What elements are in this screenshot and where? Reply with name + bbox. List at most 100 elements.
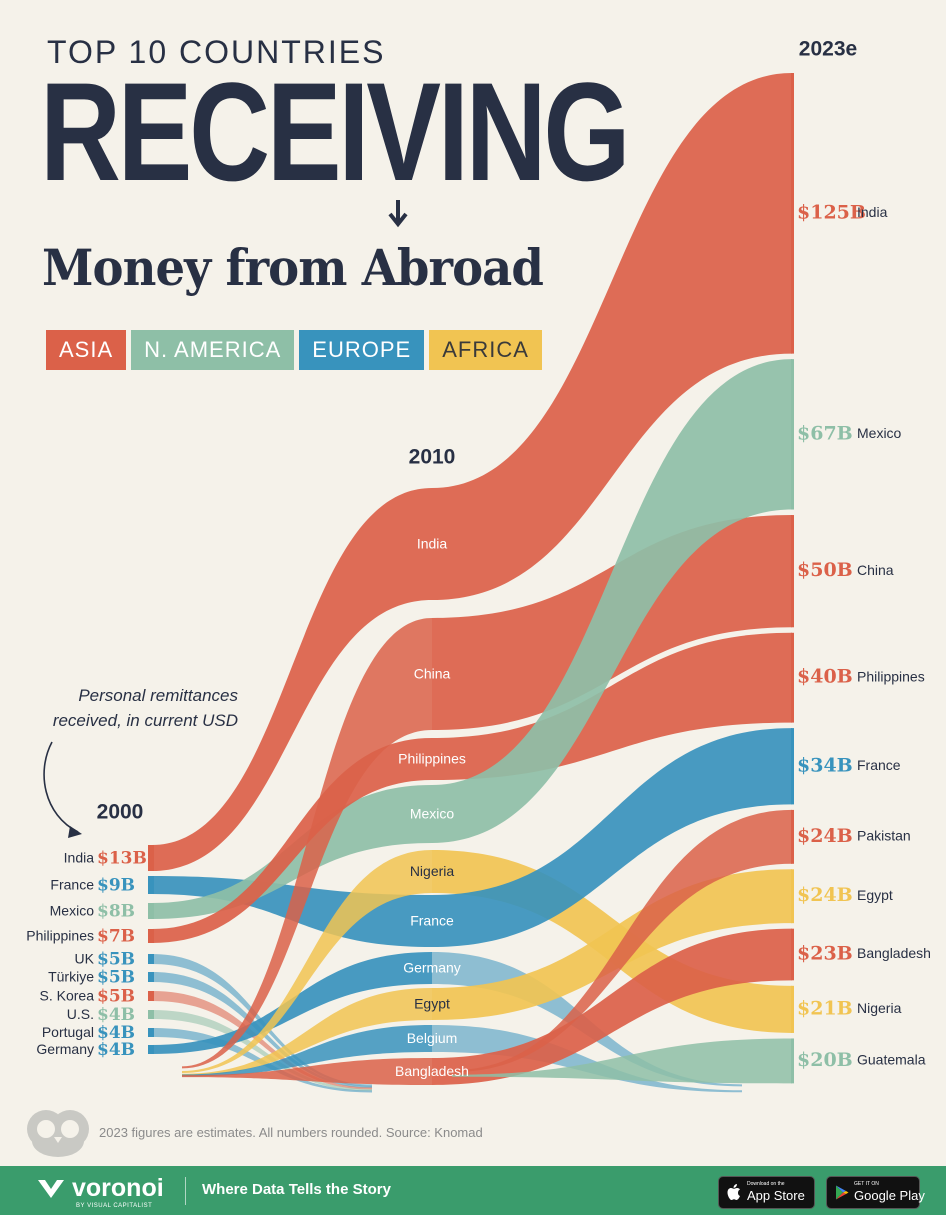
flow-2010-2023e-india xyxy=(432,73,792,600)
year-label-2010: 2010 xyxy=(409,446,456,469)
google-play-big: Google Play xyxy=(854,1188,925,1203)
value-2000-india: $13B xyxy=(97,849,147,869)
country-2000-philippines: Philippines xyxy=(26,928,94,944)
country-2023e-india: India xyxy=(857,204,888,220)
annotation-arrowhead xyxy=(68,826,82,838)
country-2010-mexico: Mexico xyxy=(410,806,455,822)
bar-2023e-philippines xyxy=(791,632,794,723)
subhead-title: Money from Abroad xyxy=(42,238,544,297)
bar-2023e-bangladesh xyxy=(791,928,794,981)
apple-icon xyxy=(727,1184,740,1200)
footer-divider xyxy=(185,1177,186,1205)
bar-2023e-mexico xyxy=(791,359,794,510)
headline-down-arrow-icon xyxy=(388,200,408,228)
units-annotation: Personal remittances received, in curren… xyxy=(52,683,238,733)
google-play-icon xyxy=(836,1185,849,1200)
value-2023e-china: $50B xyxy=(797,559,853,581)
kicker-title: TOP 10 COUNTRIES xyxy=(47,34,386,70)
units-annotation-line2: received, in current USD xyxy=(52,711,238,730)
flow-2010-2023e-mexico xyxy=(432,359,792,843)
country-2023e-france: France xyxy=(857,757,901,773)
footer-tagline: Where Data Tells the Story xyxy=(202,1181,391,1198)
units-annotation-line1: Personal remittances xyxy=(78,686,238,705)
flow-2000-2010-philippines xyxy=(152,738,432,943)
value-2023e-bangladesh: $23B xyxy=(797,942,853,964)
bar-2023e-france xyxy=(791,728,794,805)
bar-2000-germany xyxy=(148,1045,154,1054)
value-2023e-guatemala: $20B xyxy=(797,1049,853,1071)
region-legend: ASIA N. AMERICA EUROPE AFRICA xyxy=(46,330,542,370)
country-2010-china: China xyxy=(414,666,451,682)
flow-2000-2010-india xyxy=(152,488,432,871)
legend-asia: ASIA xyxy=(46,330,127,370)
brand-subline: BY VISUAL CAPITALIST xyxy=(76,1203,153,1209)
flow-2000-2010-egypt xyxy=(182,988,432,1076)
flow-2000-2010-u-s xyxy=(152,1010,372,1091)
country-2023e-egypt: Egypt xyxy=(857,887,893,903)
flow-2000-2010-belgium xyxy=(182,1025,432,1077)
country-2000-t-rkiye: Türkiye xyxy=(48,969,94,985)
value-2000-u-s: $4B xyxy=(97,1005,135,1025)
value-2000-france: $9B xyxy=(97,876,135,896)
country-2023e-china: China xyxy=(857,562,894,578)
bar-2023e-pakistan xyxy=(791,809,794,864)
country-2010-germany: Germany xyxy=(403,960,461,976)
country-2000-germany: Germany xyxy=(36,1041,94,1057)
country-2023e-mexico: Mexico xyxy=(857,425,902,441)
annotation-arrow xyxy=(43,741,79,833)
country-2010-nigeria: Nigeria xyxy=(410,863,455,879)
country-2000-france: France xyxy=(50,877,94,893)
country-2023e-pakistan: Pakistan xyxy=(857,828,911,844)
flow-2000-2010-s-korea xyxy=(152,991,372,1090)
bar-2023e-guatemala xyxy=(791,1038,794,1084)
country-2010-philippines: Philippines xyxy=(398,751,466,767)
flow-2010-2023e-guatemala xyxy=(452,1038,792,1084)
voronoi-logo-icon xyxy=(38,1180,64,1198)
value-2023e-india: $125B xyxy=(797,201,866,223)
footer-bar: voronoi BY VISUAL CAPITALIST Where Data … xyxy=(0,1166,946,1215)
bar-2000-portugal xyxy=(148,1028,154,1037)
country-2010-egypt: Egypt xyxy=(414,996,450,1012)
country-2023e-nigeria: Nigeria xyxy=(857,1000,902,1016)
value-2023e-france: $34B xyxy=(797,754,853,776)
headline-title: RECEIVING xyxy=(40,53,631,210)
year-label-2023e: 2023e xyxy=(799,38,857,61)
value-2000-philippines: $7B xyxy=(97,927,135,947)
brand-name: voronoi xyxy=(72,1174,164,1202)
country-2000-portugal: Portugal xyxy=(42,1024,94,1040)
legend-north-america: N. AMERICA xyxy=(131,330,295,370)
google-play-small: GET IT ON xyxy=(854,1181,879,1187)
voronoi-owl-icon xyxy=(27,1110,89,1157)
value-2023e-pakistan: $24B xyxy=(797,825,853,847)
flow-2010-2023e-france xyxy=(432,728,792,947)
flow-2010-2023e-belgium xyxy=(432,1025,742,1093)
flow-2000-2010-nigeria xyxy=(182,850,432,1073)
source-note: 2023 figures are estimates. All numbers … xyxy=(99,1125,483,1140)
bar-2000-s-korea xyxy=(148,991,154,1001)
app-store-small: Download on the xyxy=(747,1181,785,1187)
bar-2023e-nigeria xyxy=(791,985,794,1033)
flow-2010-2023e-pakistan xyxy=(452,809,792,1073)
app-store-big: App Store xyxy=(747,1188,805,1203)
country-2010-bangladesh: Bangladesh xyxy=(395,1063,469,1079)
value-2000-germany: $4B xyxy=(97,1040,135,1060)
country-2000-uk: UK xyxy=(75,951,95,967)
year-label-2000: 2000 xyxy=(97,801,144,824)
flow-layer xyxy=(152,73,792,1093)
app-store-button[interactable]: Download on the App Store xyxy=(718,1176,815,1209)
bar-2000-philippines xyxy=(148,929,154,943)
country-2010-france: France xyxy=(410,913,454,929)
country-2023e-guatemala: Guatemala xyxy=(857,1052,926,1068)
google-play-button[interactable]: GET IT ON Google Play xyxy=(826,1176,925,1209)
value-2023e-egypt: $24B xyxy=(797,884,853,906)
value-2023e-mexico: $67B xyxy=(797,422,853,444)
value-2000-t-rkiye: $5B xyxy=(97,968,135,988)
flow-2000-2010-bangladesh xyxy=(182,1058,432,1085)
flow-2010-2023e-bangladesh xyxy=(432,928,792,1085)
bar-layer xyxy=(148,73,794,1084)
value-2000-mexico: $8B xyxy=(97,902,135,922)
bar-2023e-india xyxy=(791,73,794,354)
country-2010-india: India xyxy=(417,536,448,552)
